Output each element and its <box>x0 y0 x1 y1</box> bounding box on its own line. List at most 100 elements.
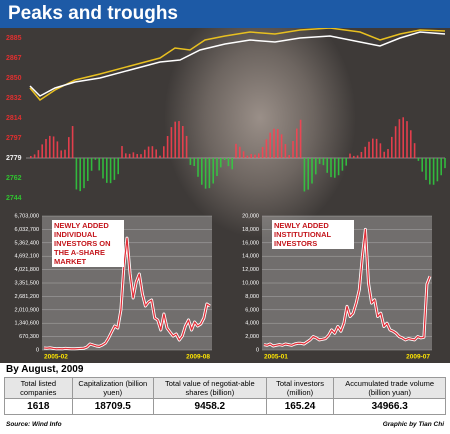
volume-decor <box>185 135 188 158</box>
background-photo <box>0 28 450 363</box>
credit: Graphic by Tian Chi <box>382 421 444 428</box>
y-tick-label: 0 <box>256 347 259 353</box>
volume-decor <box>151 146 154 158</box>
header-row: Total listed companies Capitalization (bi… <box>4 377 446 399</box>
volume-decor <box>402 117 404 158</box>
volume-decor <box>45 139 47 158</box>
volume-decor <box>125 153 127 158</box>
y-tick-label: 0 <box>36 347 39 353</box>
volume-decor <box>364 146 366 158</box>
y-tick-label: 6,703,000 <box>15 213 39 219</box>
volume-decor <box>334 158 336 178</box>
volume-decor <box>30 156 32 158</box>
volume-decor <box>349 153 351 158</box>
cell: 1618 <box>4 398 73 415</box>
volume-decor <box>239 146 241 158</box>
x-tick-label: 2005-01 <box>264 354 288 361</box>
volume-decor <box>330 158 332 178</box>
volume-decor <box>106 158 108 183</box>
volume-decor <box>394 126 397 158</box>
volume-decor <box>140 154 142 158</box>
volume-decor <box>56 141 59 158</box>
volume-decor <box>303 158 306 192</box>
cell: 9458.2 <box>152 398 267 415</box>
volume-decor <box>345 158 347 166</box>
y-tick-label: 10,000 <box>242 280 259 286</box>
x-tick-label: 2009-07 <box>406 354 430 361</box>
volume-decor <box>212 158 214 184</box>
volume-decor <box>83 158 85 189</box>
y-tick-label: 20,000 <box>242 213 259 219</box>
volume-decor <box>417 158 420 161</box>
volume-decor <box>60 150 62 158</box>
volume-decor <box>311 158 313 184</box>
y-tick-label: 6,032,700 <box>15 227 39 233</box>
volume-decor <box>261 146 264 158</box>
volume-decor <box>227 158 230 167</box>
volume-decor <box>269 132 271 158</box>
volume-decor <box>98 158 100 171</box>
volume-decor <box>258 153 260 158</box>
x-tick-label: 2009-08 <box>186 354 210 361</box>
volume-decor <box>193 158 195 167</box>
volume-decor <box>391 136 393 158</box>
volume-decor <box>223 158 226 161</box>
axis-label: 2797 <box>6 135 22 142</box>
volume-decor <box>372 138 374 158</box>
volume-decor <box>87 158 89 181</box>
y-tick-label: 670,300 <box>19 334 39 340</box>
line <box>263 228 431 347</box>
volume-decor <box>121 146 123 158</box>
title: Peaks and troughs <box>8 3 178 24</box>
volume-decor <box>337 158 340 176</box>
stock-decor: 2885 2867 2850 2832 2814 2797 2779 2762 2744 <box>6 28 446 202</box>
y-tick-label: 16,000 <box>242 240 259 246</box>
volume-decor <box>128 153 131 158</box>
volume-decor <box>406 121 408 158</box>
volume-decor <box>182 125 184 158</box>
axis-label: 2885 <box>6 35 22 42</box>
volume-decor <box>147 146 150 158</box>
volume-decor <box>315 158 317 175</box>
column-header: Total investors (million) <box>265 377 335 399</box>
volume-decor <box>254 154 256 158</box>
volume-decor <box>284 144 287 158</box>
volume-decor <box>155 149 157 158</box>
column-header: Accumulated trade volume (billion yuan) <box>333 377 446 399</box>
volume-decor <box>288 154 290 158</box>
volume-decor <box>94 158 97 160</box>
axis-label: 2762 <box>6 175 22 182</box>
volume-decor <box>216 158 218 177</box>
source: Source: Wind Info <box>6 421 62 428</box>
volume-decor <box>136 154 138 158</box>
value-row: 1618 18709.5 9458.2 165.24 34966.3 <box>4 398 446 415</box>
axis-label: 2744 <box>6 195 22 202</box>
volume-decor <box>37 150 40 158</box>
volume-decor <box>113 158 116 180</box>
volume-decor <box>440 158 442 176</box>
volume-decor <box>102 158 104 179</box>
volume-decor <box>353 155 355 158</box>
volume-decor <box>326 158 328 173</box>
decor-line <box>29 28 446 101</box>
volume-decor <box>174 121 176 158</box>
chart-title: NEWLY ADDED INDIVIDUAL INVESTORS ON THE … <box>52 220 124 267</box>
volume-decor <box>71 126 74 158</box>
volume-decor <box>277 129 279 158</box>
header: Peaks and troughs <box>0 0 450 28</box>
column-header: Capitalization (billion yuen) <box>71 377 154 399</box>
y-tick-label: 2,681,200 <box>15 294 39 300</box>
volume-decor <box>383 151 385 158</box>
volume-decor <box>90 158 93 171</box>
volume-decor <box>413 143 416 158</box>
volume-decor <box>231 158 233 170</box>
volume-decor <box>197 158 199 177</box>
volume-decor <box>109 158 112 184</box>
volume-decor <box>208 158 211 189</box>
volume-decor <box>368 141 370 158</box>
volume-decor <box>41 144 43 158</box>
volume-decor <box>117 158 119 175</box>
volume-decor <box>444 158 446 169</box>
volume-decor <box>265 139 268 158</box>
